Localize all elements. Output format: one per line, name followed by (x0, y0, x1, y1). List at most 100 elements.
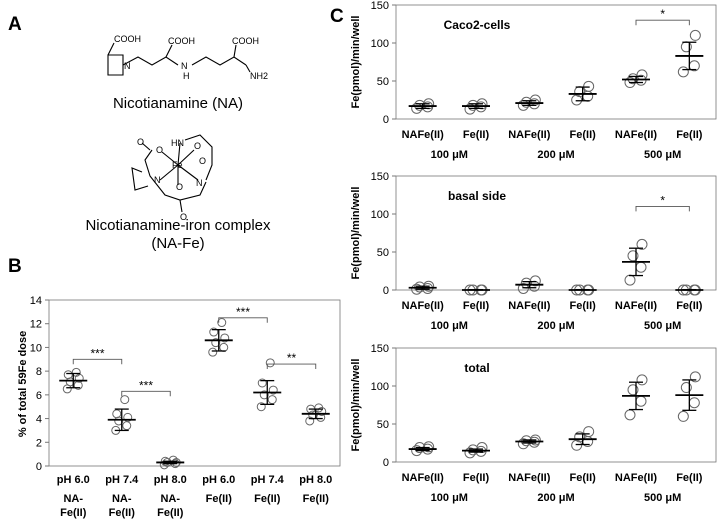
atom-fe: Fe (172, 160, 183, 170)
subplot-frame (395, 347, 717, 463)
y-tick-label: 150 (371, 171, 389, 183)
nicotianamine-structure (107, 42, 251, 76)
significance-bracket (266, 363, 317, 370)
significance-label: *** (90, 346, 104, 360)
bond (107, 42, 115, 56)
significance-label: * (660, 7, 665, 21)
data-point (689, 371, 701, 383)
concentration-label: 100 μM (431, 320, 468, 332)
y-tick-label: 4 (36, 414, 42, 426)
y-tick-label: 150 (371, 343, 389, 355)
data-point (464, 447, 476, 459)
data-point (63, 370, 73, 380)
group-label: Fe(II) (157, 507, 184, 519)
concentration-label: 500 μM (644, 149, 681, 161)
data-point (636, 238, 648, 250)
bond (177, 142, 181, 166)
subplot-y-axis-label: Fe(pmol)/min/well (350, 187, 362, 280)
atom-o-4: O (199, 156, 206, 166)
data-point (123, 412, 133, 422)
bond (161, 151, 179, 166)
bond (177, 149, 195, 166)
y-tick-label: 100 (371, 381, 389, 393)
category-label: NAFe(II) (402, 129, 445, 141)
significance-label: *** (236, 305, 250, 319)
y-tick-label: 14 (30, 295, 42, 307)
category-label: NAFe(II) (508, 300, 551, 312)
subplot-title: total (464, 361, 489, 375)
data-point (74, 373, 84, 383)
category-label: Fe(II) (463, 300, 490, 312)
subplot-1: Caco2-cells Fe(pmol)/min/well 0 50 100 150 * NA… (350, 0, 717, 161)
data-point (120, 395, 130, 405)
group-label: Fe(II) (109, 507, 136, 519)
atom-cooh-2: COOH (168, 36, 195, 46)
chain-bonds-2 (191, 56, 247, 66)
na-fe-complex-structure (131, 134, 213, 213)
panel-b-letter: B (8, 256, 22, 277)
concentration-label: 200 μM (537, 149, 574, 161)
atom-o-5: O (176, 182, 183, 192)
data-point (217, 318, 227, 328)
subplot-y-axis-label: Fe(pmol)/min/well (350, 359, 362, 452)
significance-label: * (660, 193, 665, 207)
bond (165, 44, 173, 58)
subplot-frame (395, 175, 717, 291)
category-label: Fe(II) (676, 129, 703, 141)
panel-b-plot-frame (48, 299, 341, 467)
subplot-frame (395, 4, 717, 120)
data-point (268, 385, 278, 395)
atom-o-6: O (180, 212, 187, 222)
atom-n-1: N (154, 175, 161, 185)
category-label: Fe(II) (463, 129, 490, 141)
y-tick-label: 0 (383, 457, 389, 469)
category-label: Fe(II) (570, 129, 597, 141)
category-label: Fe(II) (570, 472, 597, 484)
atom-n-2: N (196, 178, 203, 188)
concentration-label: 500 μM (644, 320, 681, 332)
group-label: NA- (160, 493, 180, 505)
subplot-title: Caco2-cells (444, 18, 511, 32)
panel-c: C Caco2-cells Fe(pmol)/min/well 0 50 100 150 *… (330, 0, 717, 504)
group-label: Fe(II) (254, 493, 281, 505)
ph-label: pH 7.4 (251, 474, 285, 486)
panel-c-subplots: Caco2-cells Fe(pmol)/min/well 0 50 100 150 * NA… (350, 0, 717, 504)
panel-b-y-ticks: 0 2 4 6 8 10 12 14 (30, 295, 49, 473)
data-point (112, 409, 122, 419)
atom-o-1: O (137, 137, 144, 147)
concentration-label: 200 μM (537, 320, 574, 332)
bond (177, 164, 199, 181)
azetidine-ring (107, 54, 124, 76)
data-point (267, 395, 277, 405)
category-label: Fe(II) (570, 300, 597, 312)
group-label: Fe(II) (206, 493, 233, 505)
data-point (209, 327, 219, 337)
atom-o-2: O (156, 145, 163, 155)
ring-bonds-1 (184, 134, 213, 181)
atom-o-3: O (194, 141, 201, 151)
data-point (627, 250, 639, 262)
panel-a-letter: A (8, 14, 22, 35)
category-label: NAFe(II) (508, 129, 551, 141)
data-point (265, 358, 275, 368)
complex-caption-line-1: Nicotianamine-iron complex (85, 217, 271, 234)
subplot-3: total Fe(pmol)/min/well 0 50 100 150 NAFe(II) F… (350, 343, 717, 504)
y-tick-label: 6 (36, 390, 42, 402)
nicotianamine-caption: Nicotianamine (NA) (113, 95, 243, 112)
data-point (517, 282, 529, 294)
data-point (211, 338, 221, 348)
data-point (677, 410, 689, 422)
atom-nh2: NH2 (250, 71, 268, 81)
significance-label: *** (139, 378, 153, 392)
category-label: NAFe(II) (508, 472, 551, 484)
category-label: NAFe(II) (402, 472, 445, 484)
category-label: NAFe(II) (615, 300, 658, 312)
bond (141, 142, 151, 151)
chain-bonds-1 (122, 56, 179, 66)
data-point (677, 66, 689, 78)
data-point (259, 390, 269, 400)
category-label: NAFe(II) (402, 300, 445, 312)
group-label: NA- (112, 493, 132, 505)
y-tick-label: 150 (371, 0, 389, 12)
